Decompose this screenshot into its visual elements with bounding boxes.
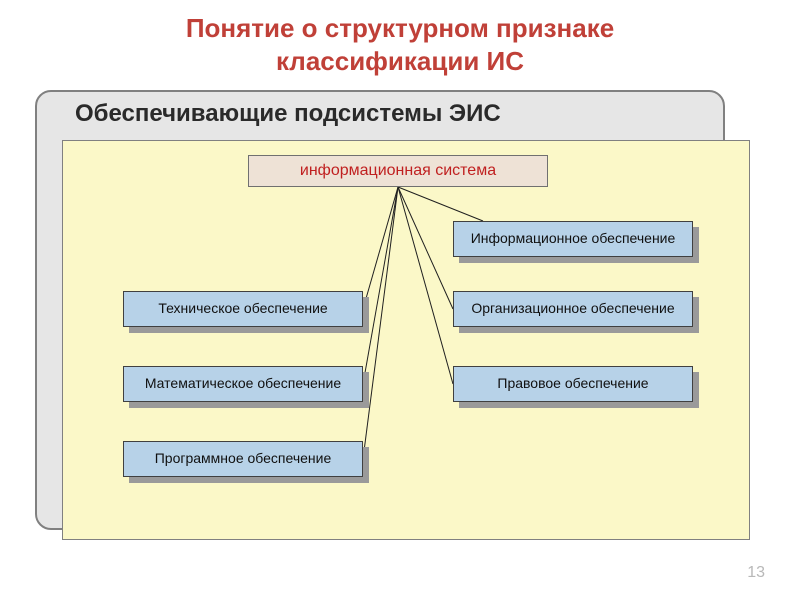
page-number: 13	[747, 564, 765, 582]
diagram-canvas: информационная система Информационное обе…	[62, 140, 750, 540]
node-tech: Техническое обеспечение	[123, 291, 363, 327]
slide-subtitle: Обеспечивающие подсистемы ЭИС	[75, 100, 501, 128]
title-line-2: классификации ИС	[276, 46, 524, 76]
node-org: Организационное обеспечение	[453, 291, 693, 327]
node-info: Информационное обеспечение	[453, 221, 693, 257]
root-node: информационная система	[248, 155, 548, 187]
node-prog: Программное обеспечение	[123, 441, 363, 477]
title-line-1: Понятие о структурном признаке	[186, 13, 614, 43]
slide-title: Понятие о структурном признаке классифик…	[0, 12, 800, 77]
node-math: Математическое обеспечение	[123, 366, 363, 402]
node-legal: Правовое обеспечение	[453, 366, 693, 402]
